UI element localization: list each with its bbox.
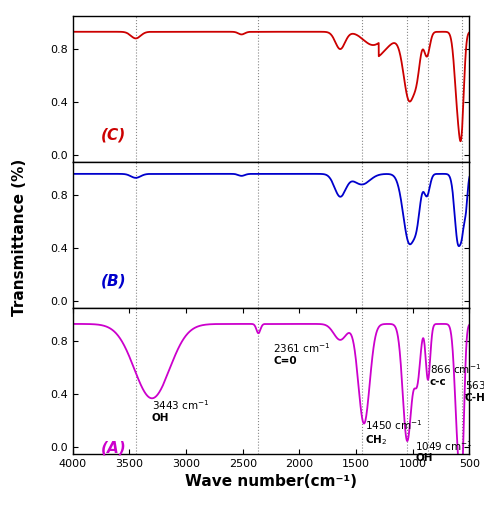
- Text: 866 cm$^{-1}$: 866 cm$^{-1}$: [430, 362, 481, 376]
- Text: Transmittance (%): Transmittance (%): [12, 159, 27, 316]
- Text: OH: OH: [415, 452, 433, 463]
- Text: (C): (C): [101, 127, 126, 143]
- Text: (B): (B): [101, 274, 127, 288]
- Text: (A): (A): [101, 441, 127, 456]
- X-axis label: Wave number(cm⁻¹): Wave number(cm⁻¹): [185, 475, 357, 489]
- Text: 1049 cm$^{-1}$: 1049 cm$^{-1}$: [415, 439, 473, 453]
- Text: 563 cm$^{-1}$: 563 cm$^{-1}$: [465, 379, 484, 392]
- Text: OH: OH: [152, 413, 169, 423]
- Text: 1450 cm$^{-1}$: 1450 cm$^{-1}$: [365, 418, 423, 432]
- Text: C=0: C=0: [273, 356, 297, 366]
- Text: CH$_2$: CH$_2$: [365, 433, 387, 447]
- Text: c-c: c-c: [430, 377, 447, 387]
- Text: 3443 cm$^{-1}$: 3443 cm$^{-1}$: [152, 398, 210, 412]
- Text: 2361 cm$^{-1}$: 2361 cm$^{-1}$: [273, 341, 331, 355]
- Text: C-H: C-H: [465, 393, 484, 403]
